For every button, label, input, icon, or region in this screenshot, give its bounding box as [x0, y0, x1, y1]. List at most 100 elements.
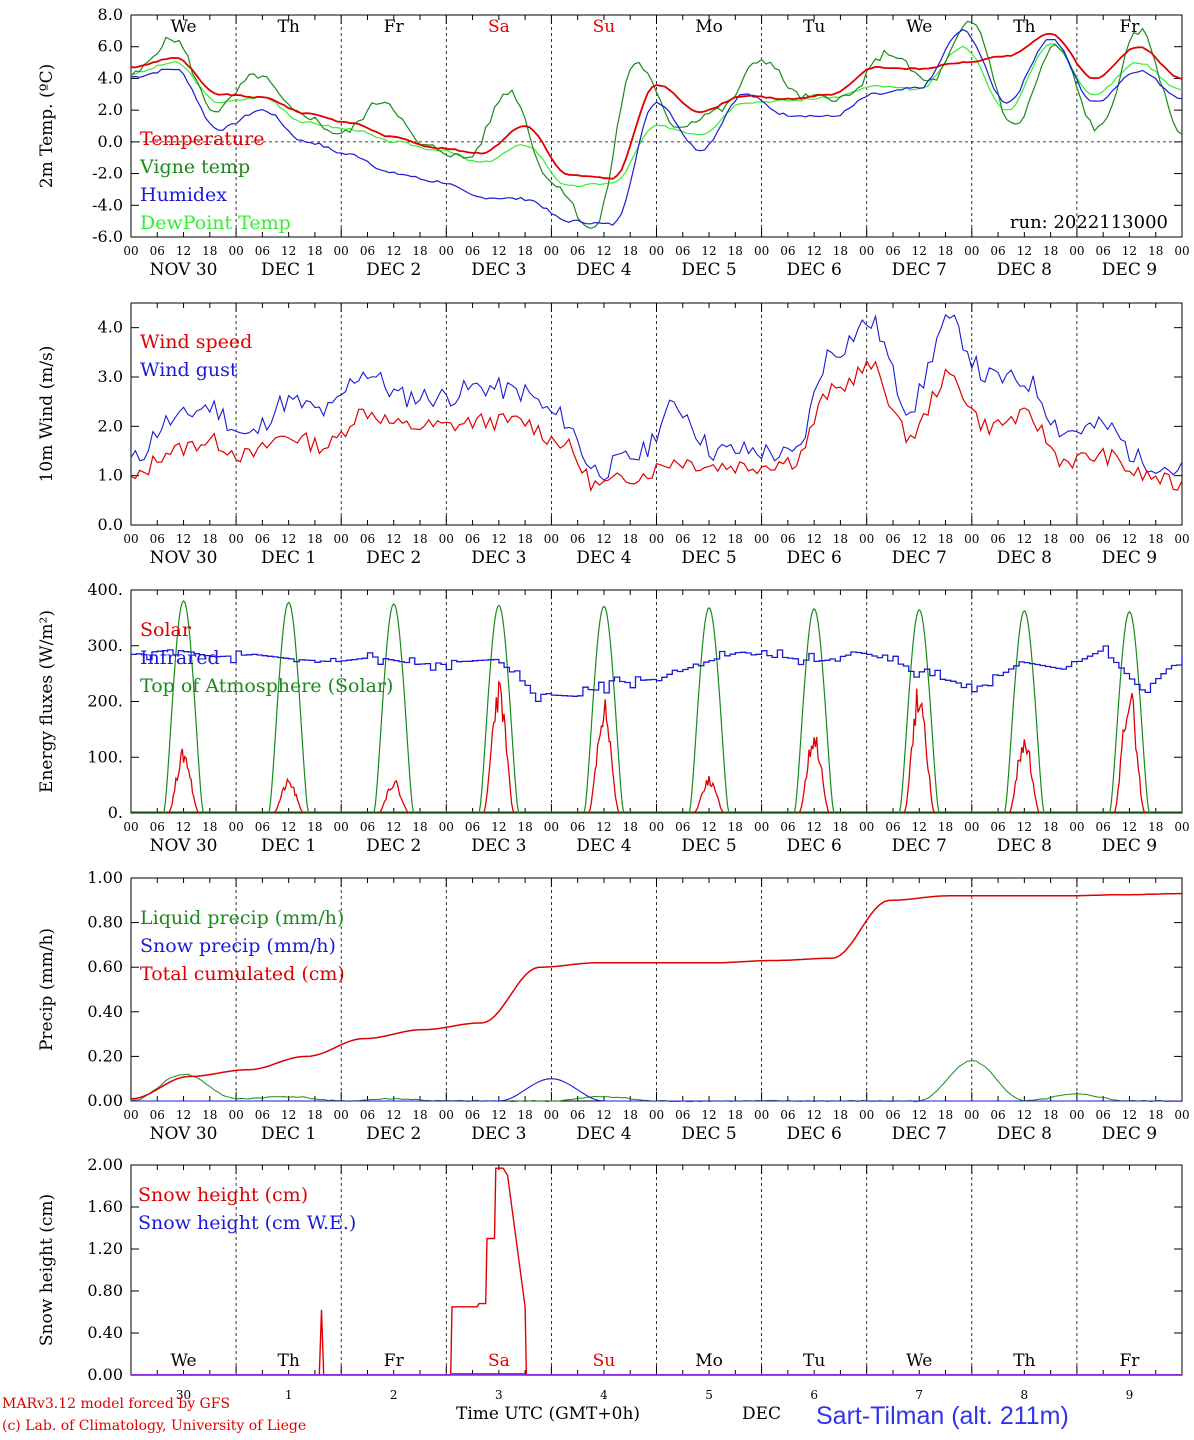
panel-4 — [130, 877, 1183, 1103]
legend-entry: Snow height (cm) — [138, 1184, 308, 1206]
hour-tick-label: 06 — [990, 1108, 1005, 1122]
day-number-label: 4 — [600, 1388, 608, 1402]
hour-tick-label: 12 — [386, 820, 401, 834]
y-tick-label: 0.40 — [87, 1002, 123, 1021]
hour-tick-label: 00 — [859, 244, 874, 258]
month-label: DEC — [742, 1404, 782, 1424]
y-tick-label: 4.0 — [98, 68, 123, 87]
weekday-label-top: Tu — [803, 17, 825, 37]
hour-tick-label: 06 — [465, 1108, 480, 1122]
date-label: DEC 1 — [261, 548, 316, 568]
hour-tick-label: 06 — [360, 820, 375, 834]
hour-tick-label: 06 — [465, 244, 480, 258]
hour-tick-label: 00 — [1069, 532, 1084, 546]
hour-tick-label: 06 — [465, 532, 480, 546]
hour-tick-label: 18 — [728, 244, 743, 258]
y-tick-label: 1.0 — [98, 466, 123, 485]
weekday-label-bottom: Th — [1013, 1351, 1035, 1371]
hour-tick-label: 00 — [123, 244, 138, 258]
hour-tick-label: 06 — [150, 820, 165, 834]
date-label: DEC 6 — [787, 260, 842, 280]
hour-tick-label: 00 — [544, 1108, 559, 1122]
date-label: DEC 6 — [787, 1124, 842, 1144]
hour-tick-label: 18 — [517, 820, 532, 834]
date-label: DEC 3 — [471, 548, 526, 568]
hour-tick-label: 12 — [386, 532, 401, 546]
series-solar-line — [272, 777, 305, 814]
legend-entry: DewPoint Temp — [140, 212, 291, 234]
hour-tick-label: 12 — [596, 532, 611, 546]
hour-tick-label: 12 — [596, 820, 611, 834]
panel-3 — [130, 589, 1183, 814]
legend-entry: Solar — [140, 619, 192, 641]
series-solar-line — [798, 736, 831, 814]
series-solar-line — [1113, 693, 1146, 814]
hour-tick-label: 18 — [202, 532, 217, 546]
day-number-label: 8 — [1021, 1388, 1029, 1402]
date-label: DEC 2 — [366, 548, 421, 568]
hour-tick-label: 00 — [1174, 532, 1189, 546]
y-tick-label: 0.80 — [87, 1281, 123, 1300]
hour-tick-label: 18 — [1043, 820, 1058, 834]
hour-tick-label: 18 — [623, 244, 638, 258]
hour-tick-label: 18 — [728, 1108, 743, 1122]
legend-entry: Liquid precip (mm/h) — [140, 907, 344, 929]
hour-tick-label: 00 — [754, 532, 769, 546]
y-tick-label: 1.00 — [87, 868, 123, 887]
hour-tick-label: 06 — [990, 244, 1005, 258]
date-label: DEC 1 — [261, 260, 316, 280]
series-wind-gust-line — [130, 314, 1183, 481]
hour-tick-label: 06 — [570, 1108, 585, 1122]
hour-tick-label: 00 — [439, 532, 454, 546]
date-label: DEC 5 — [681, 836, 736, 856]
hour-tick-label: 12 — [176, 244, 191, 258]
hour-tick-label: 12 — [807, 1108, 822, 1122]
hour-tick-label: 18 — [517, 244, 532, 258]
hour-tick-label: 18 — [623, 1108, 638, 1122]
hour-tick-label: 18 — [728, 532, 743, 546]
y-axis-label: Energy fluxes (W/m²) — [37, 610, 57, 793]
hour-tick-label: 00 — [1174, 820, 1189, 834]
hour-tick-label: 12 — [1017, 820, 1032, 834]
date-label: DEC 8 — [997, 260, 1052, 280]
hour-tick-label: 12 — [176, 820, 191, 834]
series-snow-precip-line — [131, 1078, 1182, 1102]
hour-tick-label: 18 — [833, 820, 848, 834]
hour-tick-label: 12 — [596, 244, 611, 258]
hour-tick-label: 06 — [150, 532, 165, 546]
weekday-label-bottom: Fr — [384, 1351, 405, 1371]
hour-tick-label: 00 — [1069, 1108, 1084, 1122]
date-label: NOV 30 — [150, 836, 218, 856]
y-tick-label: 100. — [87, 747, 123, 766]
hour-tick-label: 06 — [780, 244, 795, 258]
weekday-label-top: We — [906, 17, 932, 37]
hour-tick-label: 18 — [307, 532, 322, 546]
legend-entry: Total cumulated (cm) — [140, 963, 345, 985]
hour-tick-label: 00 — [439, 1108, 454, 1122]
hour-tick-label: 06 — [885, 532, 900, 546]
hour-tick-label: 00 — [228, 244, 243, 258]
hour-tick-label: 12 — [807, 244, 822, 258]
date-label: DEC 7 — [892, 836, 947, 856]
y-tick-label: 2.00 — [87, 1155, 123, 1174]
hour-tick-label: 18 — [307, 1108, 322, 1122]
day-number-label: 5 — [705, 1388, 713, 1402]
run-label: run: 2022113000 — [1010, 212, 1168, 233]
y-tick-label: 2.0 — [98, 416, 123, 435]
hour-tick-label: 00 — [754, 1108, 769, 1122]
hour-tick-label: 18 — [728, 820, 743, 834]
legend-entry: Temperature — [140, 128, 264, 150]
hour-tick-label: 00 — [439, 820, 454, 834]
hour-tick-label: 12 — [386, 244, 401, 258]
day-number-label: 9 — [1126, 1388, 1134, 1402]
y-tick-label: 0.80 — [87, 913, 123, 932]
legend-entry: Snow height (cm W.E.) — [138, 1212, 356, 1234]
hour-tick-label: 12 — [701, 244, 716, 258]
series-solar-line — [482, 680, 515, 814]
series-toa-solar-line — [688, 606, 730, 814]
hour-tick-label: 18 — [938, 532, 953, 546]
hour-tick-label: 12 — [1017, 532, 1032, 546]
hour-tick-label: 00 — [964, 532, 979, 546]
panel-1 — [130, 14, 1183, 238]
hour-tick-label: 18 — [1148, 1108, 1163, 1122]
